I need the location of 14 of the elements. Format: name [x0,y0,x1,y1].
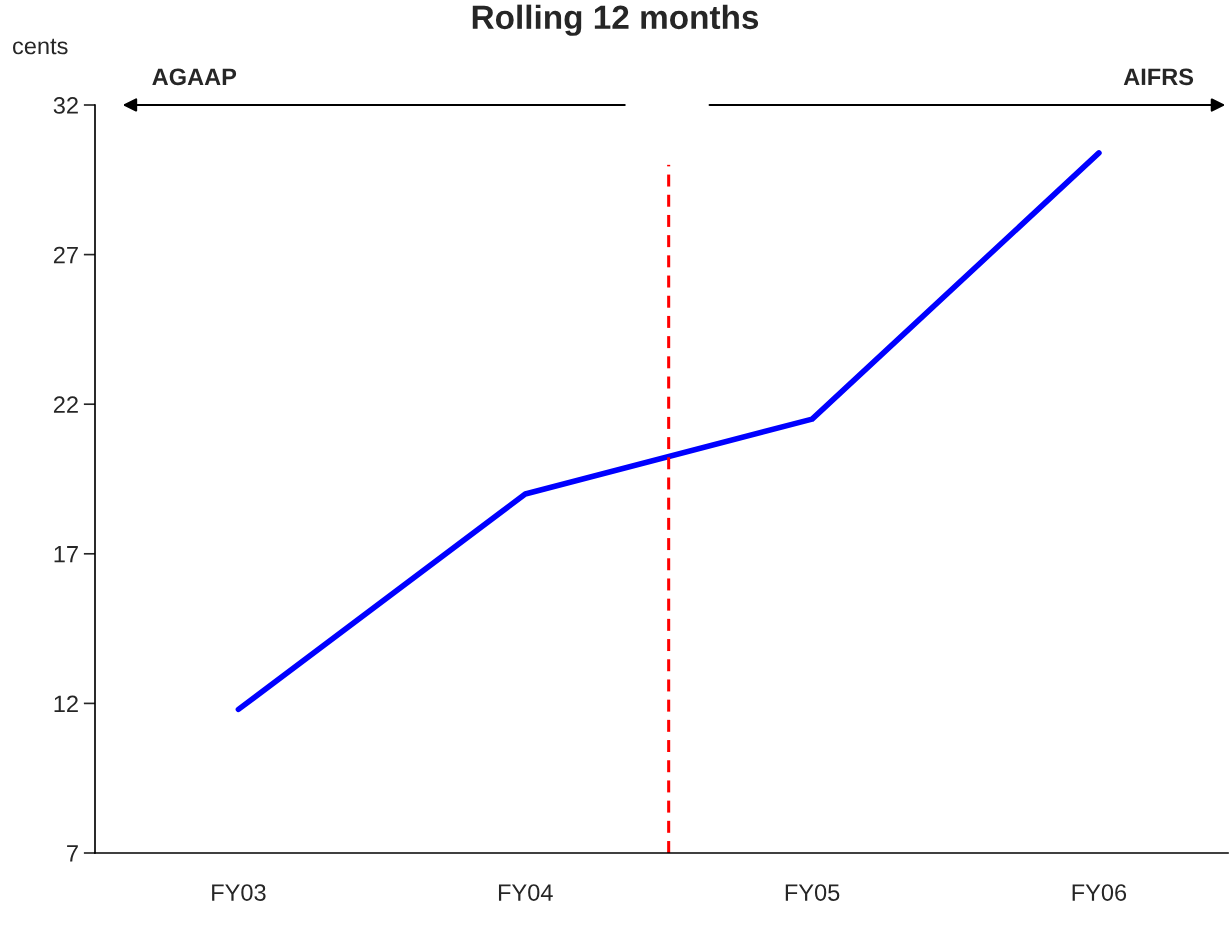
text: AIFRS [1123,68,1194,86]
x-tick-label: FY06 [1072,884,1127,901]
y-tick-label: 27 [53,246,78,264]
x-tick-label: FY04 [498,884,553,901]
x-tick-label: FY05 [785,884,840,901]
y-tick-label: 7 [67,845,78,862]
x-tick-label: FY03 [212,884,266,901]
y-tick-label: 22 [53,396,78,413]
y-axis-title: cents [13,38,68,55]
chart-title: Rolling 12 months [472,4,759,36]
y-tick-label: 17 [54,546,78,563]
y-tick-label: 32 [53,97,78,114]
text: AGAAP [152,68,237,86]
y-tick-label: 12 [54,695,78,712]
